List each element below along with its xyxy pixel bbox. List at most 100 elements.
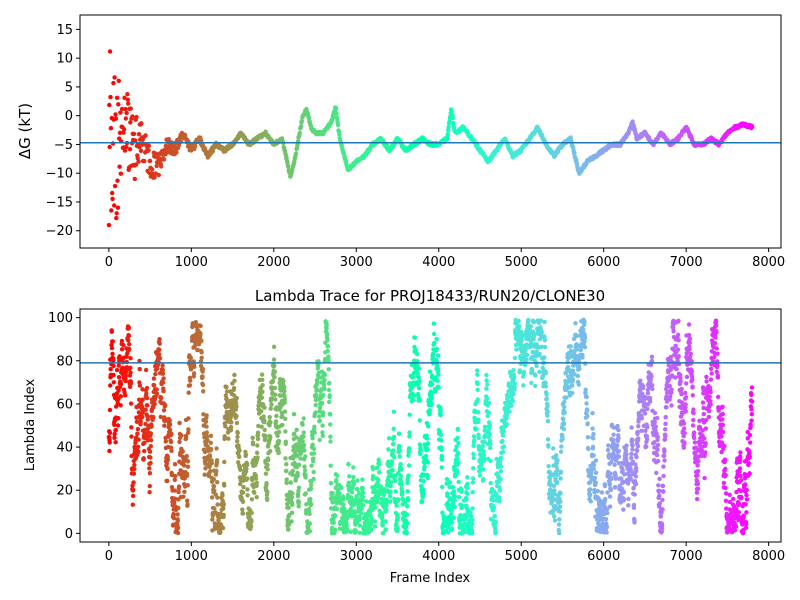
- lambda-point: [471, 443, 476, 448]
- lambda-point: [185, 498, 190, 503]
- lambda-point: [302, 464, 307, 469]
- lambda-point: [418, 483, 424, 489]
- lambda-point: [432, 340, 437, 346]
- lambda-point: [211, 484, 217, 489]
- delta-g-point: [150, 167, 155, 172]
- lambda-point: [584, 394, 589, 400]
- lambda-point: [431, 331, 437, 337]
- lambda-point: [454, 444, 459, 449]
- lambda-point: [605, 510, 610, 516]
- lambda-point: [593, 458, 599, 463]
- lambda-point: [192, 364, 197, 369]
- lambda-point: [656, 483, 661, 488]
- lambda-point: [439, 447, 444, 452]
- lambda-point: [606, 455, 612, 460]
- lambda-point: [320, 423, 325, 428]
- lambda-point: [423, 453, 429, 459]
- lambda-point: [224, 389, 230, 394]
- lambda-point: [553, 504, 558, 509]
- delta-g-point: [131, 131, 137, 137]
- lambda-point: [208, 433, 214, 438]
- lambda-point: [608, 471, 613, 476]
- lambda-point: [326, 367, 331, 372]
- lambda-point: [533, 383, 538, 389]
- lambda-point: [330, 491, 335, 496]
- lambda-point: [555, 467, 560, 473]
- delta-g-point: [135, 156, 140, 161]
- delta-g-point: [450, 115, 455, 121]
- lambda-point: [237, 448, 242, 453]
- delta-g-point: [121, 127, 127, 132]
- lambda-point: [326, 354, 331, 359]
- delta-g-scatter: [106, 49, 755, 228]
- delta-g-point: [210, 149, 215, 154]
- lambda-point: [272, 369, 277, 374]
- lambda-point: [654, 452, 660, 458]
- lambda-point: [147, 466, 152, 471]
- lambda-point: [613, 484, 618, 490]
- lambda-point: [214, 446, 219, 451]
- lambda-point: [429, 393, 434, 398]
- lambda-point: [431, 321, 437, 326]
- lambda-point: [438, 432, 444, 437]
- lambda-point: [663, 427, 668, 432]
- delta-g-point: [298, 124, 304, 129]
- lambda-point: [276, 450, 281, 455]
- lambda-point: [624, 452, 629, 457]
- lambda-point: [439, 465, 444, 470]
- lambda-point: [421, 472, 427, 478]
- lambda-point: [169, 472, 175, 478]
- lambda-point: [175, 512, 180, 517]
- lambda-point: [322, 372, 327, 378]
- lambda-scatter: [106, 317, 755, 536]
- lambda-point: [485, 382, 490, 387]
- delta-g-point: [108, 126, 114, 131]
- lambda-point: [244, 461, 250, 467]
- y-tick-label: 5: [65, 80, 73, 95]
- lambda-point: [315, 380, 320, 385]
- lambda-point: [296, 504, 301, 509]
- lambda-point: [528, 324, 533, 329]
- lambda-point: [310, 442, 315, 447]
- lambda-point: [417, 418, 422, 423]
- lambda-point: [290, 468, 295, 474]
- lambda-point: [487, 426, 492, 431]
- lambda-point: [425, 447, 430, 452]
- lambda-point: [616, 454, 622, 459]
- lambda-point: [592, 475, 598, 481]
- lambda-point: [368, 513, 373, 518]
- lambda-point: [142, 448, 147, 454]
- lambda-point: [388, 480, 394, 485]
- lambda-point: [276, 429, 282, 435]
- lambda-point: [645, 406, 650, 411]
- lambda-point: [129, 425, 134, 430]
- lambda-point: [616, 436, 621, 441]
- lambda-point: [451, 489, 457, 494]
- lambda-point: [186, 390, 191, 395]
- lambda-point: [542, 319, 547, 325]
- lambda-point: [533, 353, 539, 359]
- lambda-point: [126, 333, 132, 338]
- delta-g-point: [299, 118, 304, 124]
- lambda-point: [487, 423, 493, 428]
- lambda-point: [249, 497, 255, 502]
- lambda-point: [186, 430, 191, 435]
- lambda-point: [294, 427, 299, 432]
- lambda-point: [474, 426, 479, 432]
- lambda-point: [306, 507, 312, 512]
- lambda-point: [585, 435, 591, 440]
- y-tick-label: −15: [46, 195, 73, 210]
- lambda-point: [551, 446, 556, 451]
- lambda-point: [405, 497, 411, 503]
- delta-g-point: [110, 196, 115, 202]
- lambda-point: [570, 390, 575, 396]
- lambda-point: [328, 422, 333, 427]
- lambda-point: [272, 375, 277, 380]
- lambda-point: [563, 370, 568, 375]
- lambda-point: [660, 507, 665, 512]
- lambda-point: [115, 423, 121, 428]
- lambda-point: [345, 492, 351, 498]
- lambda-point: [111, 380, 117, 385]
- lambda-point: [379, 515, 385, 521]
- lambda-point: [241, 484, 246, 490]
